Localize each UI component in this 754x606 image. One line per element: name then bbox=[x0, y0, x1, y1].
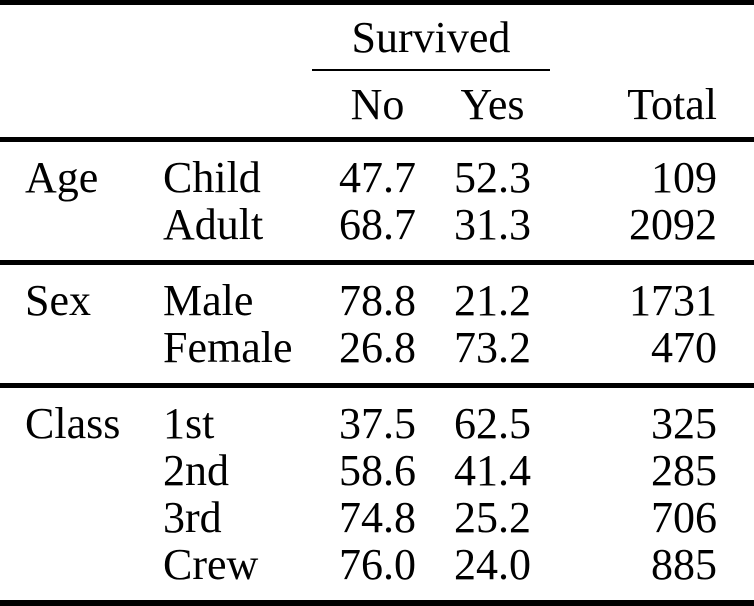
cell-yes: 21.2 bbox=[454, 276, 531, 325]
header-empty-cell bbox=[163, 5, 325, 71]
table-row: Crew 76.0 24.0 885 bbox=[0, 541, 754, 588]
section-rule bbox=[0, 260, 754, 265]
cell-no: 47.7 bbox=[339, 153, 416, 202]
cell-total: 470 bbox=[651, 323, 717, 372]
column-header-no: No bbox=[350, 79, 405, 129]
cell-no: 76.0 bbox=[339, 540, 416, 589]
top-rule bbox=[0, 0, 754, 5]
cell-yes: 24.0 bbox=[454, 540, 531, 589]
column-spanner-survived: Survived bbox=[312, 5, 550, 71]
table-row: Female 26.8 73.2 470 bbox=[0, 324, 754, 371]
cell-category: Male bbox=[163, 276, 254, 325]
header-rule bbox=[0, 137, 754, 142]
cell-total: 325 bbox=[651, 399, 717, 448]
cell-group: Sex bbox=[25, 276, 91, 325]
cell-group: Class bbox=[25, 399, 121, 448]
cell-category: 1st bbox=[163, 399, 215, 448]
section-rule bbox=[0, 383, 754, 388]
table-row: 3rd 74.8 25.2 706 bbox=[0, 494, 754, 541]
section-class: Class 1st 37.5 62.5 325 2nd 58.6 41.4 28… bbox=[0, 388, 754, 600]
table-row: Adult 68.7 31.3 2092 bbox=[0, 201, 754, 248]
cell-category: 2nd bbox=[163, 446, 229, 495]
cell-total: 109 bbox=[651, 153, 717, 202]
cell-yes: 73.2 bbox=[454, 323, 531, 372]
cell-total: 706 bbox=[651, 493, 717, 542]
table-row: Sex Male 78.8 21.2 1731 bbox=[0, 277, 754, 324]
cell-category: Crew bbox=[163, 540, 259, 589]
cell-group: Age bbox=[25, 153, 99, 202]
column-header-yes: Yes bbox=[460, 79, 525, 129]
cell-category: Child bbox=[163, 153, 261, 202]
header-empty-cell bbox=[555, 5, 754, 71]
cell-no: 78.8 bbox=[339, 276, 416, 325]
header-empty-cell bbox=[0, 5, 163, 71]
cell-yes: 62.5 bbox=[454, 399, 531, 448]
cell-no: 58.6 bbox=[339, 446, 416, 495]
section-age: Age Child 47.7 52.3 109 Adult 68.7 31.3 … bbox=[0, 142, 754, 260]
cell-total: 1731 bbox=[629, 276, 717, 325]
cell-yes: 31.3 bbox=[454, 200, 531, 249]
cell-total: 285 bbox=[651, 446, 717, 495]
section-sex: Sex Male 78.8 21.2 1731 Female 26.8 73.2… bbox=[0, 265, 754, 383]
cell-no: 74.8 bbox=[339, 493, 416, 542]
header-spanner-row: Survived bbox=[0, 5, 754, 71]
table-row: Age Child 47.7 52.3 109 bbox=[0, 154, 754, 201]
bottom-rule bbox=[0, 600, 754, 606]
cell-no: 68.7 bbox=[339, 200, 416, 249]
table-row: 2nd 58.6 41.4 285 bbox=[0, 447, 754, 494]
cell-total: 2092 bbox=[629, 200, 717, 249]
cell-yes: 41.4 bbox=[454, 446, 531, 495]
cell-yes: 25.2 bbox=[454, 493, 531, 542]
cell-category: Female bbox=[163, 323, 293, 372]
column-spanner-label: Survived bbox=[351, 12, 511, 62]
cell-category: Adult bbox=[163, 200, 264, 249]
cell-category: 3rd bbox=[163, 493, 222, 542]
cell-total: 885 bbox=[651, 540, 717, 589]
cell-no: 26.8 bbox=[339, 323, 416, 372]
column-header-total: Total bbox=[627, 79, 717, 129]
cell-no: 37.5 bbox=[339, 399, 416, 448]
table-row: Class 1st 37.5 62.5 325 bbox=[0, 400, 754, 447]
cell-yes: 52.3 bbox=[454, 153, 531, 202]
header-columns-row: No Yes Total bbox=[0, 71, 754, 137]
